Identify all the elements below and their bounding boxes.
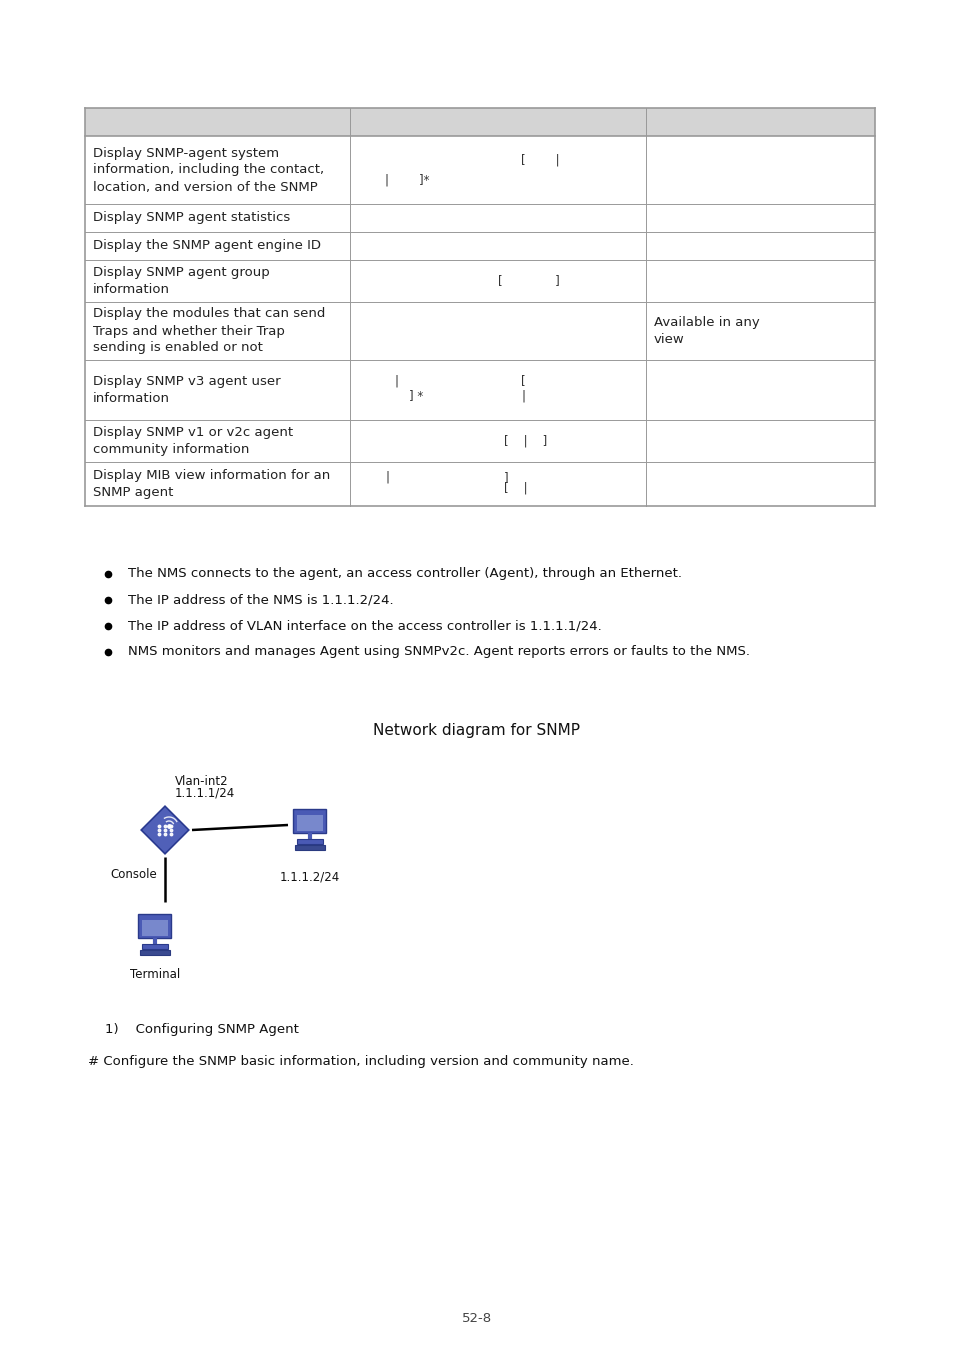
Bar: [142, 919, 168, 937]
Bar: [85, 136, 874, 204]
Text: |: |: [394, 374, 397, 387]
Text: Display the modules that can send
Traps and whether their Trap
sending is enable: Display the modules that can send Traps …: [92, 308, 325, 355]
Text: The IP address of VLAN interface on the access controller is 1.1.1.1/24.: The IP address of VLAN interface on the …: [128, 620, 601, 633]
Text: Terminal: Terminal: [130, 968, 180, 981]
Text: 1.1.1.2/24: 1.1.1.2/24: [279, 869, 340, 883]
Bar: [85, 360, 874, 420]
Text: ] *: ] *: [409, 390, 423, 402]
Bar: [85, 232, 874, 261]
Text: Available in any
view: Available in any view: [653, 316, 759, 346]
Bar: [297, 840, 322, 844]
Text: [    |: [ |: [503, 482, 527, 495]
Bar: [85, 204, 874, 232]
Bar: [85, 302, 874, 360]
Text: Display SNMP agent group
information: Display SNMP agent group information: [92, 266, 270, 296]
Text: Network diagram for SNMP: Network diagram for SNMP: [374, 722, 579, 737]
Text: [        |: [ |: [521, 154, 559, 166]
Text: Console: Console: [111, 868, 157, 882]
Text: [    |    ]: [ | ]: [503, 435, 546, 447]
Text: [              ]: [ ]: [497, 274, 559, 288]
Text: Display SNMP v1 or v2c agent
community information: Display SNMP v1 or v2c agent community i…: [92, 427, 293, 456]
Text: [: [: [521, 374, 525, 387]
Text: Vlan-int2: Vlan-int2: [174, 775, 229, 788]
Text: # Configure the SNMP basic information, including version and community name.: # Configure the SNMP basic information, …: [88, 1056, 633, 1068]
Text: |        ]*: | ]*: [385, 174, 429, 186]
Bar: [294, 845, 325, 850]
Bar: [294, 809, 326, 833]
Text: Display SNMP-agent system
information, including the contact,
location, and vers: Display SNMP-agent system information, i…: [92, 147, 324, 193]
Polygon shape: [141, 806, 189, 853]
Bar: [85, 420, 874, 462]
Text: |: |: [385, 471, 389, 483]
Bar: [138, 914, 172, 938]
Text: ]: ]: [503, 471, 508, 483]
Bar: [142, 944, 168, 949]
Bar: [85, 108, 874, 136]
Bar: [296, 814, 323, 832]
Text: 52-8: 52-8: [461, 1311, 492, 1324]
Text: Display MIB view information for an
SNMP agent: Display MIB view information for an SNMP…: [92, 468, 330, 500]
Bar: [85, 462, 874, 506]
Text: The IP address of the NMS is 1.1.1.2/24.: The IP address of the NMS is 1.1.1.2/24.: [128, 594, 394, 606]
Text: NMS monitors and manages Agent using SNMPv2c. Agent reports errors or faults to : NMS monitors and manages Agent using SNM…: [128, 645, 749, 659]
Text: Display SNMP agent statistics: Display SNMP agent statistics: [92, 212, 290, 224]
Text: Display SNMP v3 agent user
information: Display SNMP v3 agent user information: [92, 375, 280, 405]
Text: 1)    Configuring SNMP Agent: 1) Configuring SNMP Agent: [105, 1023, 298, 1037]
Bar: [140, 950, 170, 956]
Text: |: |: [521, 390, 525, 402]
Text: The NMS connects to the agent, an access controller (Agent), through an Ethernet: The NMS connects to the agent, an access…: [128, 567, 681, 580]
Text: 1.1.1.1/24: 1.1.1.1/24: [174, 787, 235, 801]
Text: Display the SNMP agent engine ID: Display the SNMP agent engine ID: [92, 239, 320, 252]
Bar: [85, 261, 874, 302]
